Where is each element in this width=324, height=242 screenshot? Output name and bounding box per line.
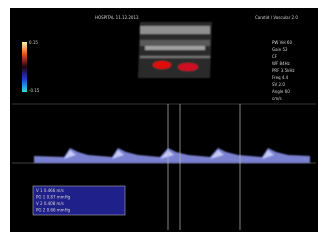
measurement: PG 1 0.87 mmHg xyxy=(36,195,71,200)
panel-line: PRF 3.5kHz xyxy=(272,68,295,73)
b-mode-image xyxy=(138,22,212,78)
panel-line: Angle 60 xyxy=(272,89,290,94)
panel-line: Freq 4.4 xyxy=(272,75,289,80)
ultrasound-screen: HOSPITAL 11.12.2013 Carotid / Vascular 2… xyxy=(0,0,324,242)
color-scale xyxy=(22,42,27,92)
measurement: V 1 0.466 m/s xyxy=(36,188,64,193)
panel-line: Gain 52 xyxy=(272,47,288,52)
panel-line: cm/s xyxy=(272,96,282,101)
measurement: V 2 0.408 m/s xyxy=(36,201,64,206)
scale-top: 0.15 xyxy=(29,40,38,45)
header-title: HOSPITAL 11.12.2013 xyxy=(95,15,139,20)
scale-bottom: -0.15 xyxy=(29,88,40,93)
panel-line: CF xyxy=(272,54,278,59)
panel-line: PW Vel 60 xyxy=(272,40,292,45)
panel-line: WF 84Hz xyxy=(272,61,290,66)
panel-line: SV 2.0 xyxy=(272,82,285,87)
header-info: Carotid / Vascular 2.0 xyxy=(255,15,298,20)
measurement: PG 2 0.66 mmHg xyxy=(36,208,71,213)
